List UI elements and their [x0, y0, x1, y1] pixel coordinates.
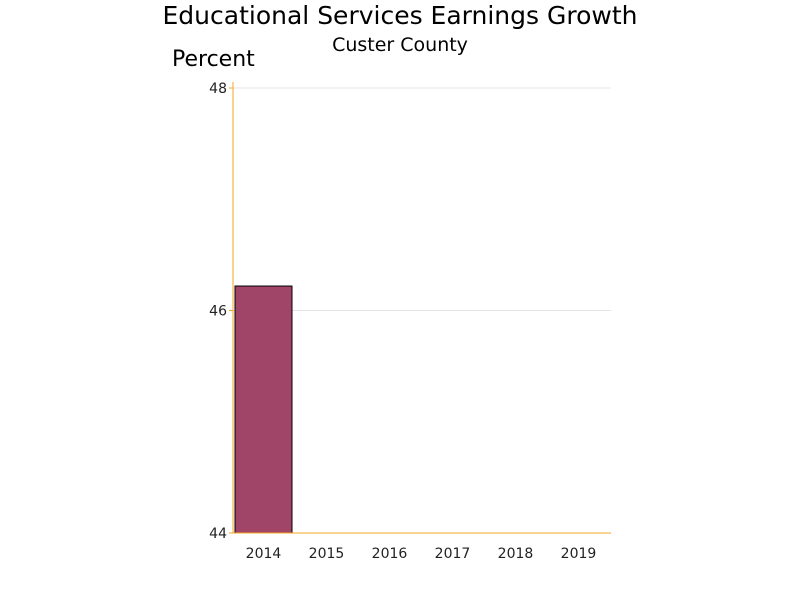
y-ticks: 44 46 48 — [209, 81, 233, 542]
chart-title: Educational Services Earnings Growth — [162, 1, 638, 30]
x-tick-label-2014: 2014 — [246, 546, 282, 562]
y-tick-label-48: 48 — [209, 81, 227, 97]
axes — [232, 82, 611, 534]
x-tick-label-2016: 2016 — [372, 546, 408, 562]
chart-subtitle: Custer County — [332, 34, 468, 56]
y-tick-label-44: 44 — [209, 526, 227, 542]
x-tick-label-2015: 2015 — [309, 546, 345, 562]
y-axis-label: Percent — [172, 47, 255, 72]
x-tick-label-2017: 2017 — [435, 546, 471, 562]
x-ticks: 2014 2015 2016 2017 2018 2019 — [246, 546, 597, 562]
grid-lines — [233, 87, 611, 311]
bars — [234, 285, 293, 534]
y-tick-label-46: 46 — [209, 304, 227, 320]
bar-2014 — [234, 285, 293, 534]
x-tick-label-2018: 2018 — [498, 546, 534, 562]
x-tick-label-2019: 2019 — [561, 546, 597, 562]
